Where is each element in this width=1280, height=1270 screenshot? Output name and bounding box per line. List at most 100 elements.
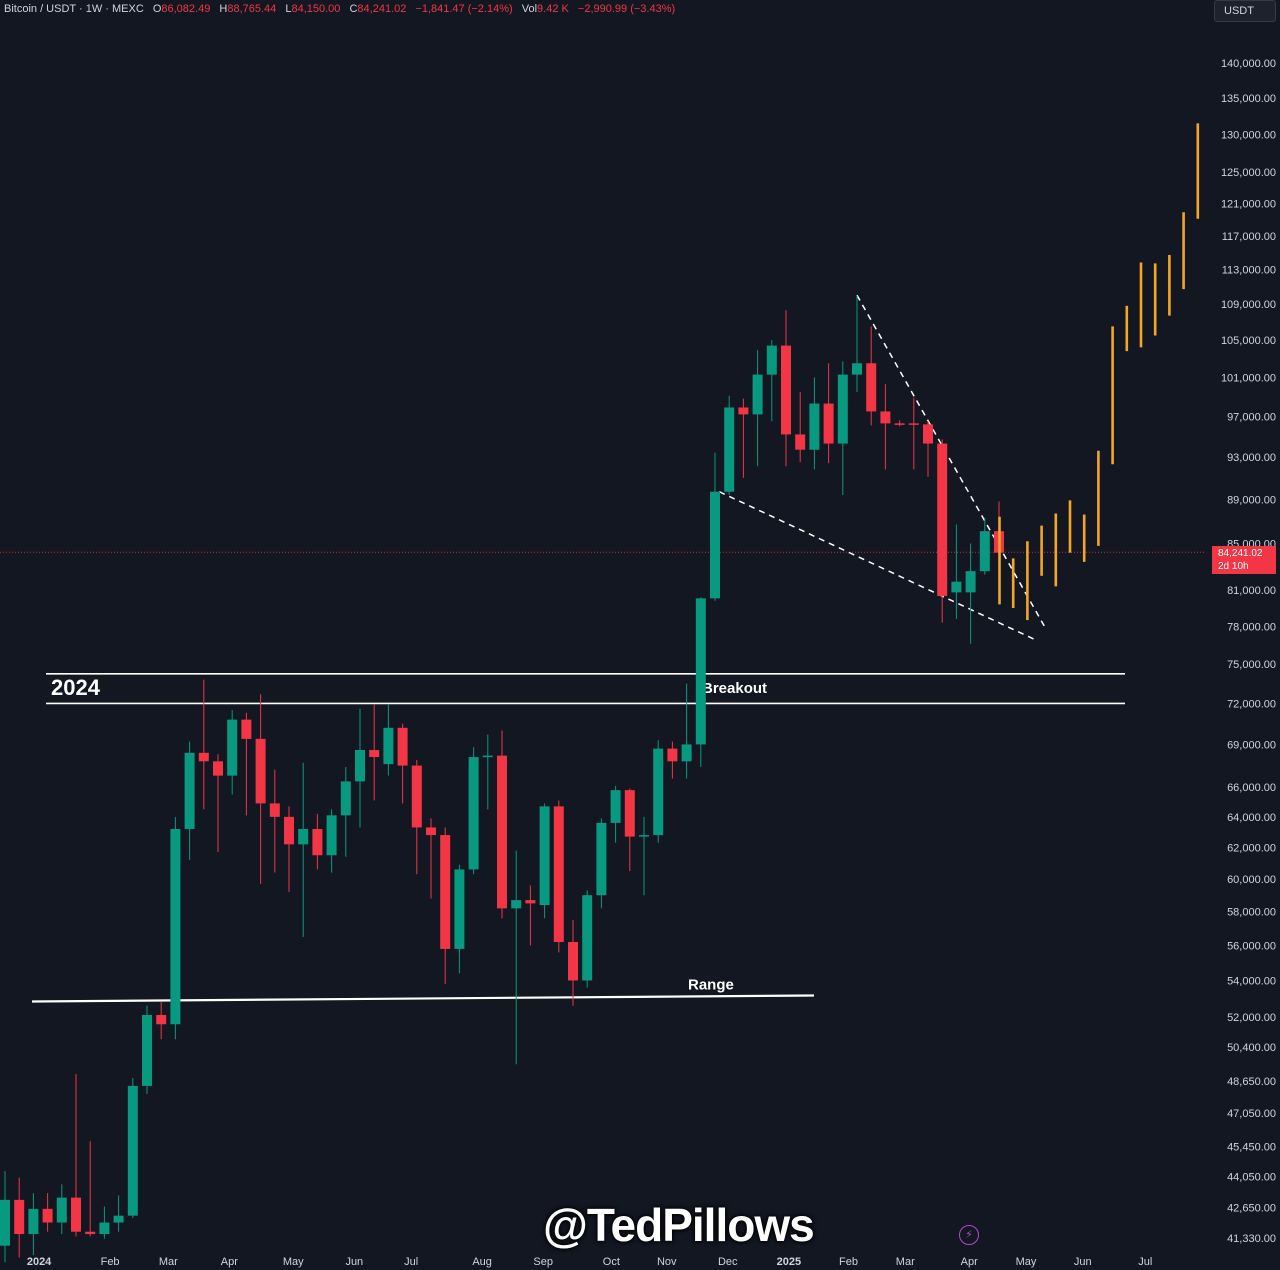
price-tick-label: 54,000.00 (1227, 975, 1276, 987)
candle-body-up (468, 757, 479, 870)
candle-body-down (213, 761, 223, 776)
change-value: −1,841.47 (−2.14%) (415, 3, 513, 15)
candle-body-up (582, 895, 593, 981)
author-watermark: @TedPillows (543, 1199, 815, 1251)
candle-body-up (56, 1197, 67, 1223)
candle-body-up (511, 900, 522, 909)
price-tick-label: 78,000.00 (1227, 621, 1276, 633)
price-tick-label: 121,000.00 (1221, 198, 1276, 210)
falling-wedge-line (718, 491, 1037, 641)
low-value: 84,150.00 (291, 3, 341, 15)
bar-countdown: 2d 10h (1218, 561, 1249, 572)
candle-body-down (14, 1199, 25, 1235)
candle-body-down (255, 738, 266, 804)
open-value: 86,082.49 (161, 3, 211, 15)
currency-selector[interactable]: USDT (1214, 0, 1276, 22)
price-tick-label: 62,000.00 (1227, 842, 1276, 854)
price-tick-label: 47,050.00 (1227, 1108, 1276, 1120)
candle-body-up (227, 719, 238, 776)
projection-series (998, 123, 1200, 621)
price-tick-label: 72,000.00 (1227, 698, 1276, 710)
candle-body-up (766, 345, 777, 375)
candle-body-down (568, 942, 578, 981)
price-tick-label: 97,000.00 (1227, 411, 1276, 423)
time-tick-label: Sep (533, 1256, 553, 1268)
price-tick-label: 105,000.00 (1221, 335, 1276, 347)
vol-key: Vol (521, 3, 538, 15)
price-tick-label: 81,000.00 (1227, 585, 1276, 597)
price-axis[interactable]: 140,000.00 135,000.00 130,000.00 125,000.00… (1206, 0, 1280, 1270)
candle-body-up (695, 598, 706, 745)
price-axis-background (1206, 0, 1280, 1270)
candle-body-down (440, 835, 451, 949)
time-tick-label: Dec (718, 1256, 738, 1268)
time-axis[interactable]: Dec2024FebMarAprMayJunJulAugSepOctNovDec… (0, 1256, 1152, 1268)
candle-body-down (397, 727, 408, 766)
price-tick-label: 44,050.00 (1227, 1172, 1276, 1184)
time-tick-label: Nov (657, 1256, 677, 1268)
range-support-line (31, 994, 815, 1003)
time-tick-label: Jun (1074, 1256, 1092, 1268)
price-tick-label: 109,000.00 (1221, 299, 1276, 311)
candle-body-down (426, 827, 436, 836)
candle-body-down (624, 790, 635, 837)
open-key: O (152, 3, 162, 15)
price-tick-label: 60,000.00 (1227, 874, 1276, 886)
candle-body-up (965, 571, 976, 593)
candle-body-down (525, 900, 536, 904)
close-value: 84,241.02 (357, 3, 407, 15)
candle-body-up (639, 835, 649, 837)
candle-body-up (951, 581, 962, 593)
candle-body-up (355, 750, 365, 782)
symbol-title[interactable]: Bitcoin / USDT · 1W · MEXC (4, 3, 144, 15)
price-tick-label: 41,330.00 (1227, 1233, 1276, 1245)
candle-body-up (170, 828, 181, 1025)
vol-value: 9.42 K (537, 3, 569, 15)
price-tick-label: 52,000.00 (1227, 1012, 1276, 1024)
price-tick-label: 64,000.00 (1227, 812, 1276, 824)
last-price-tag: 84,241.02 2d 10h (1212, 546, 1276, 574)
price-tick-label: 117,000.00 (1222, 231, 1276, 243)
vol-change-value: −2,990.99 (−3.43%) (577, 3, 676, 15)
candle-body-down (937, 443, 948, 596)
price-tick-label: 75,000.00 (1227, 659, 1276, 671)
price-tick-label: 66,000.00 (1227, 782, 1276, 794)
price-tick-label: 42,650.00 (1227, 1203, 1276, 1215)
candle-body-up (298, 828, 309, 845)
time-tick-label: Feb (839, 1256, 858, 1268)
price-tick-label: 50,400.00 (1227, 1042, 1276, 1054)
breakout-label: Breakout (702, 680, 767, 697)
time-tick-label: 2024 (27, 1256, 52, 1268)
candle-body-down (667, 748, 678, 762)
candle-body-up (184, 752, 195, 829)
time-tick-label: Apr (221, 1256, 238, 1268)
price-tick-label: 93,000.00 (1227, 452, 1276, 464)
time-tick-label: Jun (345, 1256, 363, 1268)
time-tick-label: Jul (1138, 1256, 1152, 1268)
time-tick-label: May (1016, 1256, 1037, 1268)
lightning-bolt-icon[interactable]: ⚡ (959, 1225, 979, 1245)
candle-body-up (383, 727, 394, 765)
candle-body-up (539, 806, 550, 906)
candle-body-down (411, 765, 422, 828)
candle-series (0, 296, 1004, 1263)
candle-body-up (752, 374, 763, 415)
candle-body-up (326, 815, 337, 856)
price-tick-label: 140,000.00 (1221, 58, 1276, 70)
candle-body-down (894, 423, 905, 425)
price-tick-label: 69,000.00 (1227, 739, 1276, 751)
candle-body-down (269, 803, 280, 817)
candle-body-down (85, 1231, 96, 1235)
time-tick-label: Mar (159, 1256, 178, 1268)
candle-body-down (497, 755, 507, 909)
candle-body-down (198, 752, 209, 762)
candle-body-up (681, 744, 692, 762)
annotation-layer: 2024 Breakout Range (31, 294, 1125, 1003)
candle-body-down (553, 806, 564, 943)
candle-body-down (908, 423, 919, 425)
candle-body-down (738, 407, 749, 415)
zone-label-2024: 2024 (51, 675, 101, 700)
time-tick-label: Feb (101, 1256, 120, 1268)
candle-body-down (781, 345, 791, 435)
